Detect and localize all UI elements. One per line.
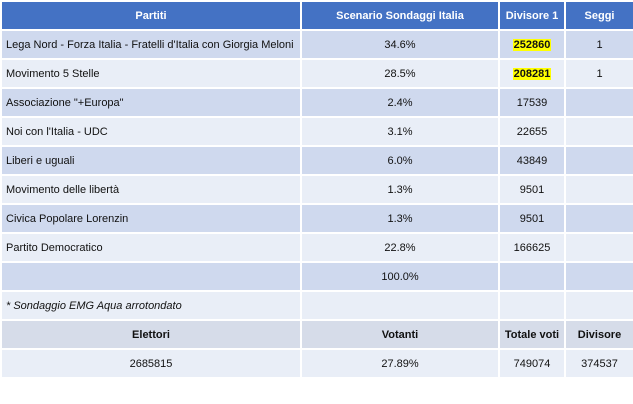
highlighted-value: 252860 bbox=[512, 38, 552, 51]
table-cell: 34.6% bbox=[300, 29, 500, 60]
table-row: Movimento 5 Stelle 28.5% 208281 1 bbox=[0, 58, 633, 89]
table-row: * Sondaggio EMG Aqua arrotondato bbox=[0, 290, 633, 321]
table-row: Civica Popolare Lorenzin 1.3% 9501 bbox=[0, 203, 633, 234]
table-cell bbox=[564, 203, 633, 234]
table-cell: 208281 bbox=[498, 58, 566, 89]
table-cell bbox=[564, 145, 633, 176]
table-cell bbox=[564, 261, 633, 292]
summary-header-cell: Elettori bbox=[0, 319, 302, 350]
highlighted-value: 208281 bbox=[512, 67, 552, 80]
summary-value-cell: 2685815 bbox=[0, 348, 302, 379]
summary-value-cell: 749074 bbox=[498, 348, 566, 379]
summary-header-cell: Votanti bbox=[300, 319, 500, 350]
table-row: Movimento delle libertà 1.3% 9501 bbox=[0, 174, 633, 205]
table-cell: 2.4% bbox=[300, 87, 500, 118]
table-cell: 22.8% bbox=[300, 232, 500, 263]
table-row: Liberi e uguali 6.0% 43849 bbox=[0, 145, 633, 176]
table-row: 100.0% bbox=[0, 261, 633, 292]
table-cell: Civica Popolare Lorenzin bbox=[0, 203, 302, 234]
table-cell: 43849 bbox=[498, 145, 566, 176]
table-cell bbox=[564, 87, 633, 118]
table-row: Associazione "+Europa" 2.4% 17539 bbox=[0, 87, 633, 118]
table-cell: 1.3% bbox=[300, 174, 500, 205]
table-cell: Movimento 5 Stelle bbox=[0, 58, 302, 89]
table-cell bbox=[0, 261, 302, 292]
table-cell bbox=[564, 174, 633, 205]
table-cell: 6.0% bbox=[300, 145, 500, 176]
summary-header-cell: Totale voti bbox=[498, 319, 566, 350]
table-cell: 100.0% bbox=[300, 261, 500, 292]
table-cell: 9501 bbox=[498, 203, 566, 234]
table-cell: 1 bbox=[564, 29, 633, 60]
table-cell: 22655 bbox=[498, 116, 566, 147]
header-cell: Seggi bbox=[564, 0, 633, 31]
summary-header-row: Elettori Votanti Totale voti Divisore bbox=[0, 319, 633, 350]
table-cell bbox=[564, 116, 633, 147]
table-cell: 28.5% bbox=[300, 58, 500, 89]
table-row: Partito Democratico 22.8% 166625 bbox=[0, 232, 633, 263]
table-cell: * Sondaggio EMG Aqua arrotondato bbox=[0, 290, 302, 321]
summary-value-cell: 374537 bbox=[564, 348, 633, 379]
table-cell: Movimento delle libertà bbox=[0, 174, 302, 205]
table-cell: 166625 bbox=[498, 232, 566, 263]
table-cell: 17539 bbox=[498, 87, 566, 118]
header-cell: Partiti bbox=[0, 0, 302, 31]
table-cell: Liberi e uguali bbox=[0, 145, 302, 176]
summary-values-row: 2685815 27.89% 749074 374537 bbox=[0, 348, 633, 379]
table-cell bbox=[564, 290, 633, 321]
summary-value-cell: 27.89% bbox=[300, 348, 500, 379]
table-cell bbox=[300, 290, 500, 321]
results-table: Partiti Scenario Sondaggi Italia Divisore … bbox=[0, 0, 633, 379]
header-row: Partiti Scenario Sondaggi Italia Divisore … bbox=[0, 0, 633, 31]
summary-header-cell: Divisore bbox=[564, 319, 633, 350]
table-cell: 3.1% bbox=[300, 116, 500, 147]
table-cell bbox=[498, 261, 566, 292]
header-cell: Divisore 1 bbox=[498, 0, 566, 31]
table-cell: Lega Nord - Forza Italia - Fratelli d'It… bbox=[0, 29, 302, 60]
header-cell: Scenario Sondaggi Italia bbox=[300, 0, 500, 31]
table-row: Lega Nord - Forza Italia - Fratelli d'It… bbox=[0, 29, 633, 60]
table-cell bbox=[498, 290, 566, 321]
table-cell: 252860 bbox=[498, 29, 566, 60]
table-cell: 1.3% bbox=[300, 203, 500, 234]
table-cell: 1 bbox=[564, 58, 633, 89]
table-cell: Associazione "+Europa" bbox=[0, 87, 302, 118]
table-cell: Partito Democratico bbox=[0, 232, 302, 263]
table-cell bbox=[564, 232, 633, 263]
table-cell: Noi con l'Italia - UDC bbox=[0, 116, 302, 147]
table-cell: 9501 bbox=[498, 174, 566, 205]
table-row: Noi con l'Italia - UDC 3.1% 22655 bbox=[0, 116, 633, 147]
